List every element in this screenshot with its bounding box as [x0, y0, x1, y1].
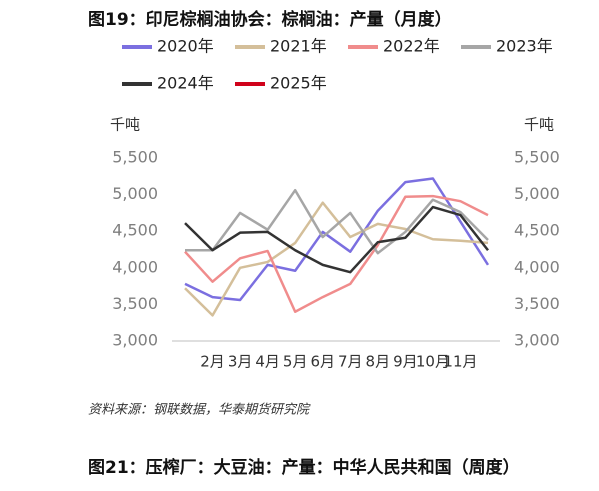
y-tick-label: 5,500 — [112, 148, 158, 167]
x-tick-label: 7月 — [338, 353, 363, 371]
x-tick-label: 2月 — [200, 353, 225, 371]
series-line — [185, 188, 489, 255]
legend-label: 2022年 — [383, 37, 440, 56]
x-tick-label: 11月 — [443, 353, 477, 371]
legend-label: 2021年 — [270, 37, 327, 56]
x-tick-label: 8月 — [366, 353, 391, 371]
y-tick-label: 3,000 — [112, 331, 158, 350]
x-tick-label: 6月 — [310, 353, 335, 371]
legend-label: 2025年 — [270, 74, 327, 93]
y-tick-label: 3,500 — [112, 294, 158, 313]
series-line — [184, 177, 490, 302]
x-tick-label: 3月 — [228, 353, 253, 371]
legend-label: 2020年 — [157, 37, 214, 56]
x-tick-label: 10月 — [416, 353, 450, 371]
series-line — [184, 205, 489, 274]
y-axis-label: 千吨 — [110, 116, 140, 134]
y-tick-label: 4,500 — [112, 221, 158, 240]
chart-title: 图19：印尼棕榈油协会：棕榈油：产量（月度） — [88, 9, 452, 30]
legend-label: 2023年 — [496, 37, 553, 56]
x-tick-label: 5月 — [283, 353, 308, 371]
y2-axis-label: 千吨 — [524, 116, 554, 134]
y2-tick-label: 3,500 — [514, 294, 560, 313]
series-line — [184, 201, 489, 317]
source: 资料来源：钢联数据，华泰期货研究院 — [88, 402, 311, 418]
y2-tick-label: 5,500 — [514, 148, 560, 167]
legend-label: 2024年 — [157, 74, 214, 93]
y2-tick-label: 4,000 — [514, 257, 560, 276]
x-tick-label: 4月 — [255, 353, 280, 371]
y-tick-label: 4,000 — [112, 257, 158, 276]
y2-tick-label: 4,500 — [514, 221, 560, 240]
series-line — [184, 194, 489, 313]
y-tick-label: 5,000 — [112, 184, 158, 203]
x-tick-label: 9月 — [393, 353, 418, 371]
y2-tick-label: 5,000 — [514, 184, 560, 203]
next-title: 图21：压榨厂：大豆油：产量：中华人民共和国（周度） — [88, 457, 520, 478]
y2-tick-label: 3,000 — [514, 331, 560, 350]
